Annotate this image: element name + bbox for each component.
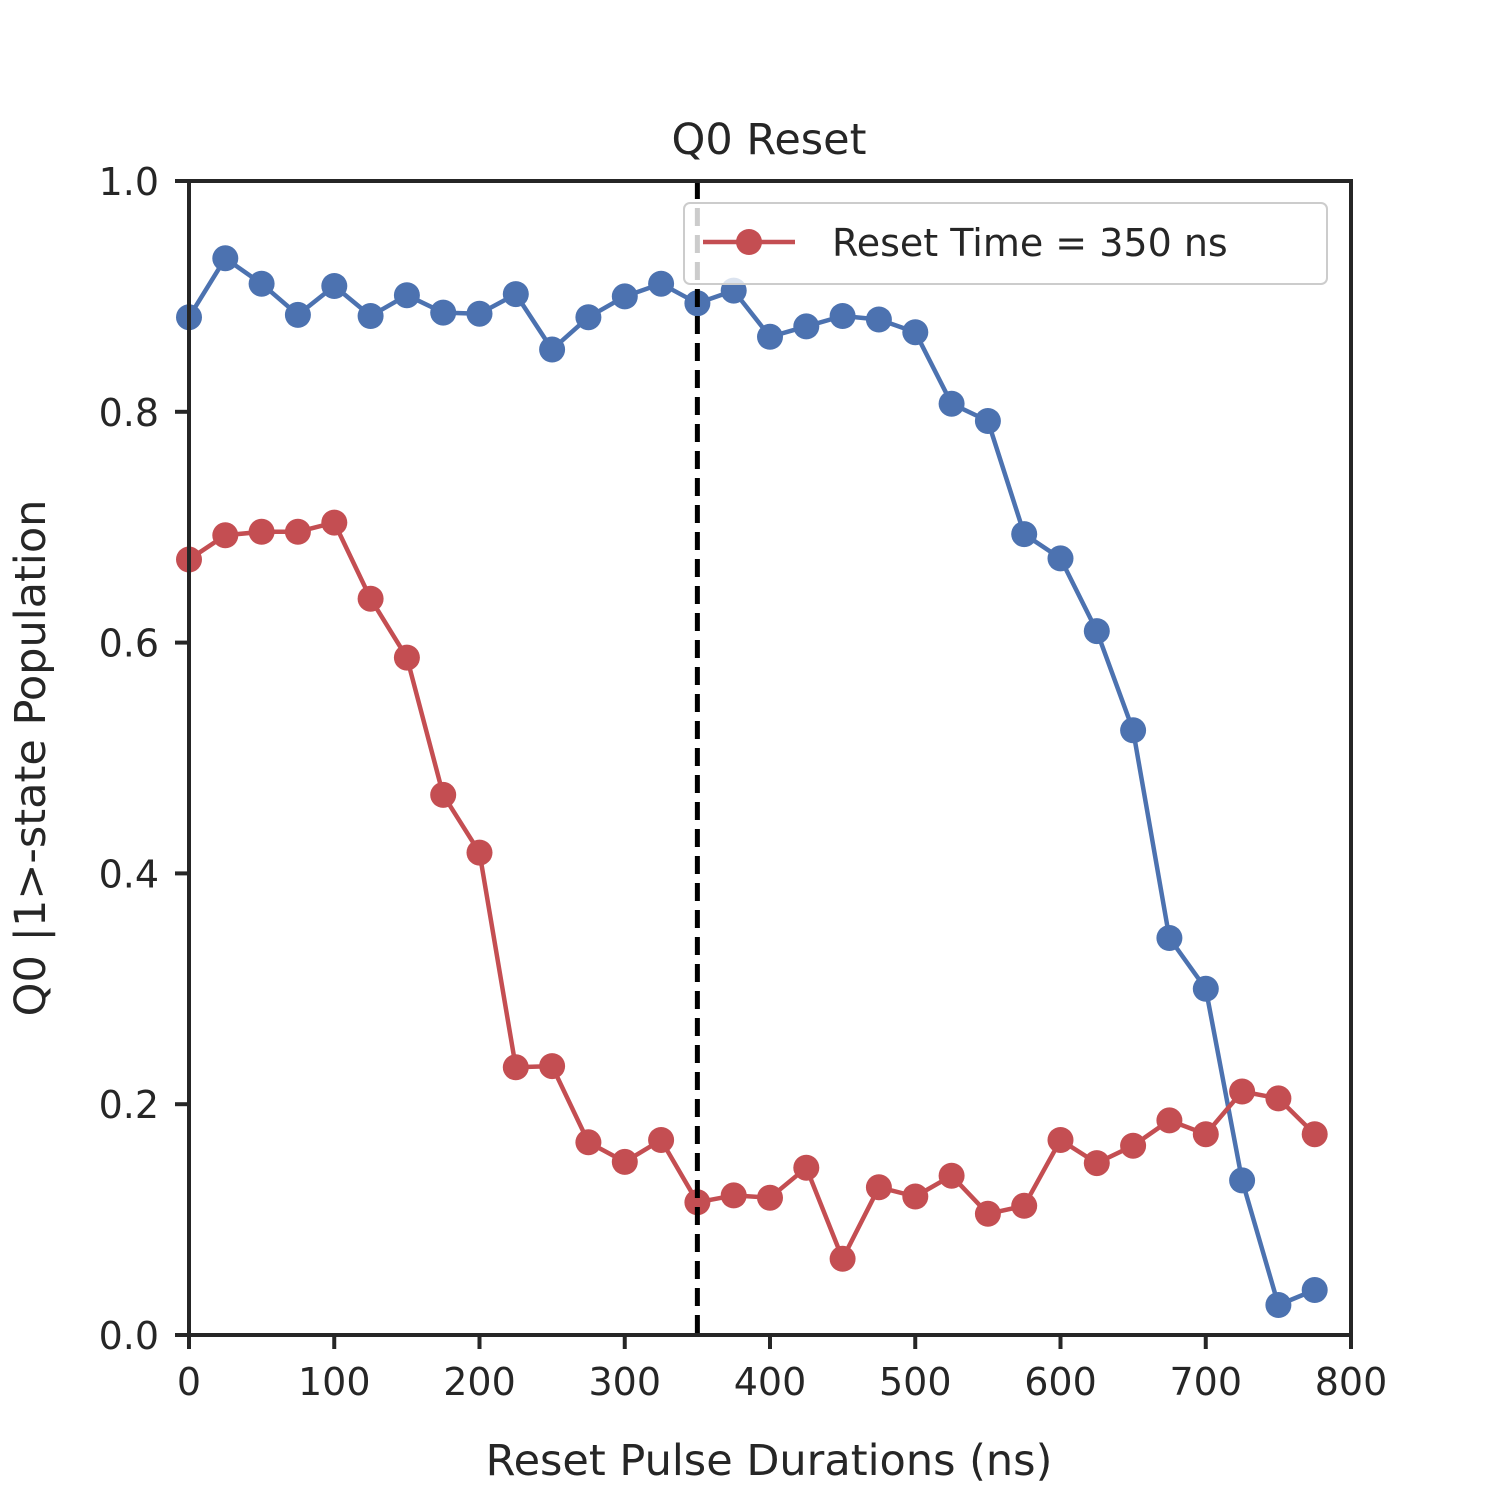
series-0-point — [575, 304, 602, 331]
series-0-point — [829, 303, 856, 329]
x-tick-label: 400 — [734, 1360, 807, 1404]
ticks-layer: 0 100 200 300 400 500 600 700 800 0.0 0.2 0.4 0.6 0.8… — [99, 160, 1388, 1404]
x-tick-label: 100 — [298, 1360, 371, 1404]
series-0-point — [757, 323, 783, 350]
series-1-point — [1192, 1121, 1219, 1148]
series-1-point — [1047, 1127, 1074, 1153]
series-0-point — [938, 390, 965, 417]
series-1-point — [648, 1127, 675, 1153]
series-1-point — [1229, 1078, 1256, 1105]
series-1-point — [793, 1154, 820, 1181]
series-0-point — [974, 408, 1001, 434]
series-1-point — [1011, 1192, 1038, 1219]
series-0-point — [321, 273, 348, 299]
series-0-point — [611, 283, 638, 310]
series-0-point — [212, 245, 239, 272]
legend-frame — [683, 202, 1328, 285]
series-1-line — [187, 520, 1317, 1262]
series-0-point — [1047, 545, 1074, 572]
series-0-point — [248, 270, 275, 297]
series-0-point — [1120, 717, 1147, 744]
series-0-point — [539, 336, 566, 363]
legend-dot-marker — [736, 229, 762, 255]
series-0-point — [1229, 1167, 1256, 1194]
x-tick-label: 700 — [1169, 1360, 1242, 1404]
series-0-point — [902, 319, 929, 346]
series-0-point — [1156, 925, 1183, 951]
series-0-point — [284, 301, 311, 328]
series-1-point — [1156, 1107, 1183, 1134]
series-1-point — [1083, 1150, 1110, 1177]
series-1-point — [1265, 1085, 1292, 1112]
series-0-point — [1265, 1292, 1292, 1318]
x-tick-label: 600 — [1024, 1360, 1097, 1404]
series-0-point — [1083, 618, 1110, 645]
x-tick-label: 200 — [443, 1360, 516, 1404]
series-1-point — [974, 1200, 1001, 1227]
x-tick-label: 500 — [879, 1360, 952, 1404]
y-tick-label: 0.0 — [99, 1314, 159, 1358]
series-1-point — [575, 1129, 602, 1156]
y-tick-label: 0.8 — [99, 391, 159, 435]
series-1-point — [757, 1184, 783, 1211]
series-1-point — [212, 522, 239, 549]
series-1-point — [466, 839, 493, 866]
series-1-point — [684, 1189, 711, 1216]
series-1-point — [1120, 1132, 1147, 1159]
series-0-point — [502, 281, 529, 308]
x-tick-label: 0 — [177, 1360, 201, 1404]
series-1-point — [865, 1174, 892, 1201]
series-1-point — [902, 1183, 929, 1210]
series-0-point — [466, 300, 493, 327]
plot-frame — [187, 179, 1353, 1337]
series-1-point — [393, 644, 420, 671]
series-1-point — [502, 1054, 529, 1081]
series-1-point — [430, 781, 457, 808]
series-1-point — [611, 1148, 638, 1175]
series-1-point — [1301, 1121, 1328, 1148]
series-1-point — [720, 1182, 747, 1209]
chart-title: Q0 Reset — [672, 115, 867, 165]
y-tick-label: 0.4 — [99, 852, 159, 896]
x-tick-label: 300 — [588, 1360, 661, 1404]
y-tick-label: 0.2 — [99, 1083, 159, 1127]
series-0-point — [865, 306, 892, 333]
series-1-point — [321, 509, 348, 536]
series-0-point — [357, 303, 384, 329]
series-0-point — [1011, 521, 1038, 548]
y-axis-label: Q0 |1>-state Population — [6, 500, 56, 1017]
y-tick-label: 1.0 — [99, 160, 159, 204]
series-1-point — [284, 518, 311, 545]
x-axis-label: Reset Pulse Durations (ns) — [486, 1436, 1053, 1486]
series-0-point — [793, 313, 820, 340]
series-0-point — [648, 270, 675, 297]
legend-label: Reset Time = 350 ns — [832, 221, 1228, 265]
x-tick-label: 800 — [1315, 1360, 1388, 1404]
legend: Reset Time = 350 ns — [683, 202, 1328, 285]
series-1-point — [248, 518, 275, 545]
series-0-point — [1192, 975, 1219, 1002]
series-1-point — [938, 1162, 965, 1189]
series-1-point — [829, 1245, 856, 1272]
series-1-point — [357, 585, 384, 612]
series-0-point — [393, 282, 420, 309]
series-layer — [176, 245, 1328, 1318]
series-0-point — [430, 299, 457, 326]
series-1-point — [539, 1053, 566, 1080]
y-tick-label: 0.6 — [99, 622, 159, 666]
series-0-point — [1301, 1277, 1328, 1303]
